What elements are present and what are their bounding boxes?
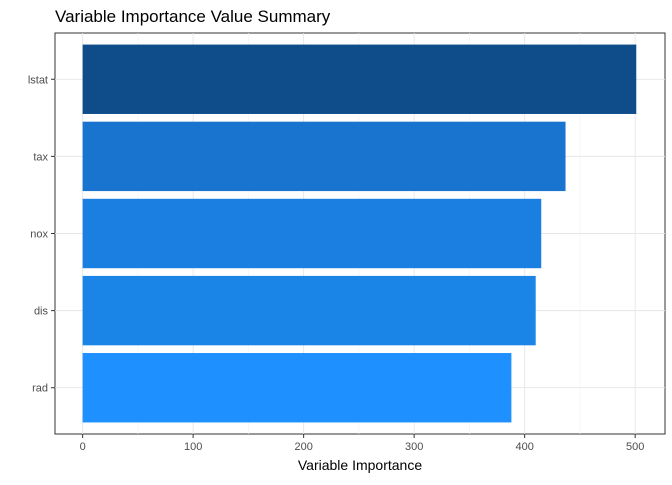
bar-rad — [82, 353, 512, 423]
bar-tax — [82, 121, 566, 192]
x-tick-label: 0 — [80, 441, 86, 453]
y-tick-label-nox: nox — [30, 229, 48, 241]
y-tick-label-rad: rad — [32, 383, 48, 395]
y-tick-label-dis: dis — [34, 306, 49, 318]
bar-lstat — [82, 44, 637, 114]
bars — [82, 44, 637, 423]
bar-nox — [82, 198, 542, 269]
x-axis: 0 100 200 300 400 500 — [80, 434, 644, 453]
x-tick-label: 400 — [515, 441, 533, 453]
x-tick-label: 500 — [626, 441, 644, 453]
y-axis: lstat tax nox dis rad — [28, 74, 55, 395]
x-tick-label: 100 — [184, 441, 202, 453]
y-tick-label-tax: tax — [33, 151, 48, 163]
x-tick-label: 200 — [294, 441, 312, 453]
chart-title: Variable Importance Value Summary — [55, 7, 331, 26]
y-tick-label-lstat: lstat — [28, 74, 48, 86]
x-tick-label: 300 — [405, 441, 423, 453]
x-axis-title: Variable Importance — [298, 457, 422, 473]
bar-dis — [82, 275, 536, 346]
